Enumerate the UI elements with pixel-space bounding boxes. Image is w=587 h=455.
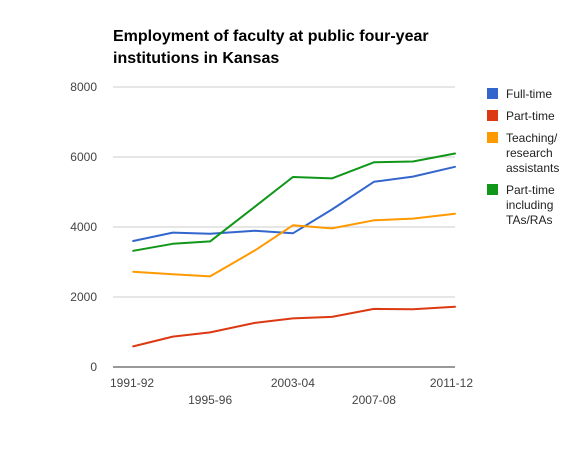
legend-swatch bbox=[487, 88, 498, 99]
y-tick-label: 2000 bbox=[70, 290, 97, 304]
legend-label: Part-time bbox=[506, 183, 555, 197]
legend-label: Part-time bbox=[506, 109, 555, 123]
y-tick-label: 8000 bbox=[70, 80, 97, 94]
x-tick-label: 1991-92 bbox=[110, 376, 154, 390]
series-lines bbox=[132, 152, 456, 348]
chart-title: Employment of faculty at public four-yea… bbox=[113, 28, 429, 67]
legend-label: research bbox=[506, 146, 553, 160]
legend-label: including bbox=[506, 198, 553, 212]
series-line-teaching-research-assistants bbox=[132, 212, 456, 278]
series-line-part-time-including-tas-ras bbox=[132, 152, 456, 252]
y-tick-label: 6000 bbox=[70, 150, 97, 164]
y-tick-label: 4000 bbox=[70, 220, 97, 234]
x-tick-labels: 1991-92 1995-96 2003-04 2007-08 2011-12 bbox=[110, 376, 473, 407]
gridlines bbox=[113, 86, 455, 298]
x-tick-label: 2003-04 bbox=[271, 376, 315, 390]
x-tick-label: 1995-96 bbox=[188, 393, 232, 407]
series-line-full-time bbox=[132, 165, 456, 242]
series-line-part-time bbox=[132, 305, 456, 348]
x-tick-label: 2007-08 bbox=[352, 393, 396, 407]
legend-label: Teaching/ bbox=[506, 131, 558, 145]
legend-swatch bbox=[487, 132, 498, 143]
y-tick-label: 0 bbox=[90, 360, 97, 374]
y-tick-labels: 0 2000 4000 6000 8000 bbox=[70, 80, 97, 374]
legend: Full-time Part-time Teaching/researchassis… bbox=[487, 87, 559, 227]
x-tick-label: 2011-12 bbox=[430, 376, 473, 390]
legend-label: assistants bbox=[506, 161, 559, 175]
legend-label: Full-time bbox=[506, 87, 552, 101]
legend-swatch bbox=[487, 184, 498, 195]
legend-swatch bbox=[487, 110, 498, 121]
legend-label: TAs/RAs bbox=[506, 213, 552, 227]
